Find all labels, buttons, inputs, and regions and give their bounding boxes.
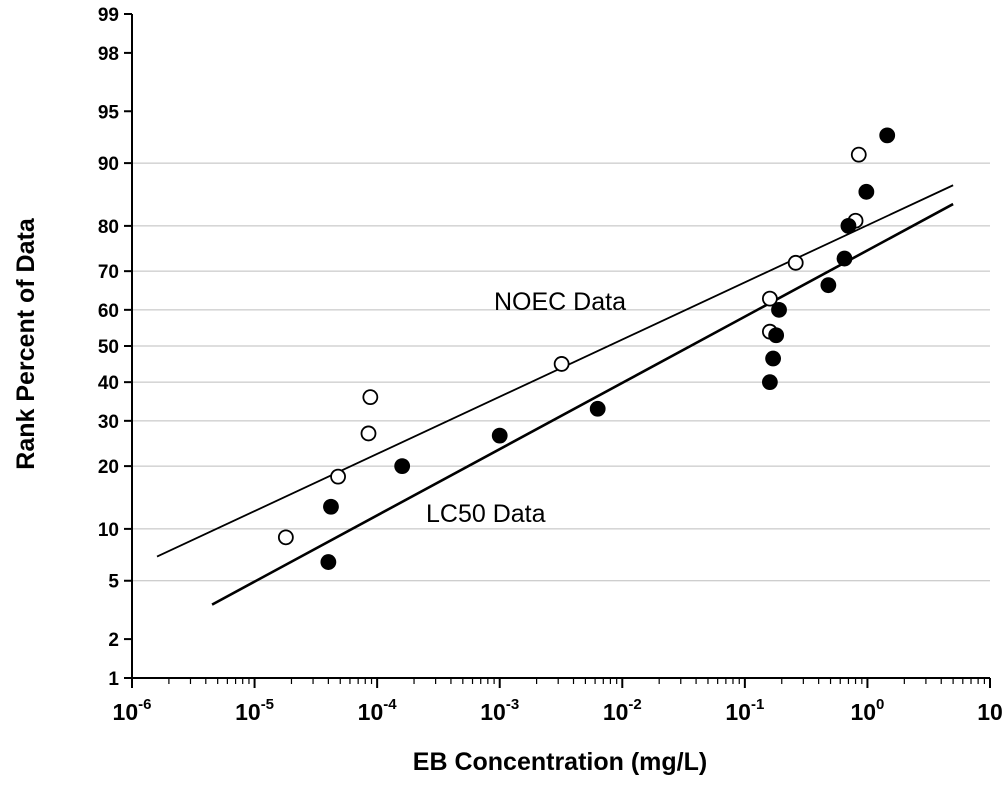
y-tick-label: 50 <box>98 337 119 358</box>
y-tick-label: 99 <box>98 5 119 26</box>
noec-point <box>330 468 346 485</box>
x-tick-label: 100 <box>850 696 884 725</box>
noec-point <box>553 356 570 372</box>
y-axis-title: Rank Percent of Data <box>12 217 40 470</box>
noec-point <box>850 146 867 163</box>
noec-point <box>277 529 294 546</box>
lc50-point <box>836 250 853 267</box>
x-tick-label: 10-6 <box>113 696 152 725</box>
y-tick-label: 60 <box>98 301 119 322</box>
x-tick-label: 10 <box>977 699 1003 725</box>
lc50-point <box>765 350 782 367</box>
y-tick-label: 10 <box>98 520 119 541</box>
y-tick-label: 90 <box>98 154 119 175</box>
y-tick-label: 5 <box>108 572 119 593</box>
y-tick-label: 98 <box>98 44 119 65</box>
y-tick-label: 70 <box>98 262 119 283</box>
noec-point <box>362 389 379 406</box>
noec-fit-line <box>156 184 954 558</box>
y-tick-label: 2 <box>108 630 119 651</box>
lc50-fit-line <box>211 202 954 606</box>
y-tick-label: 30 <box>98 412 119 433</box>
y-tick-label: 1 <box>108 669 119 690</box>
x-axis-title: EB Concentration (mg/L) <box>413 748 707 776</box>
x-tick-label: 10-1 <box>725 696 764 725</box>
y-tick-label: 95 <box>98 102 120 123</box>
lc50-point <box>394 458 411 475</box>
fit-lines <box>156 184 954 606</box>
noec-series-label: NOEC Data <box>494 288 626 316</box>
y-tick-label: 20 <box>98 457 119 478</box>
axes: 1 2 5 10 20 30 40 50 60 70 80 90 95 98 99 10-6 10-5 10-4 1… <box>98 5 1003 725</box>
lc50-series-label: LC50 Data <box>426 500 546 528</box>
lc50-point <box>768 327 785 344</box>
noec-point <box>761 290 778 307</box>
lc50-point <box>840 217 857 234</box>
lc50-point <box>761 374 778 391</box>
y-tick-label: 80 <box>98 217 119 238</box>
gridlines <box>132 162 990 582</box>
x-tick-label: 10-3 <box>480 696 519 725</box>
noec-point <box>787 254 804 271</box>
x-tick-label: 10-4 <box>358 696 398 725</box>
noec-point <box>360 425 377 442</box>
x-tick-label: 10-5 <box>235 696 274 725</box>
lc50-point <box>820 277 837 294</box>
lc50-point <box>320 554 337 570</box>
lc50-point <box>589 400 606 417</box>
lc50-point <box>879 127 896 144</box>
lc50-point <box>771 301 787 318</box>
lc50-point <box>491 427 508 444</box>
y-tick-label: 40 <box>98 373 119 394</box>
lc50-point <box>858 183 875 200</box>
lc50-point <box>323 498 339 515</box>
x-tick-label: 10-2 <box>603 696 642 725</box>
data-points <box>277 127 896 570</box>
